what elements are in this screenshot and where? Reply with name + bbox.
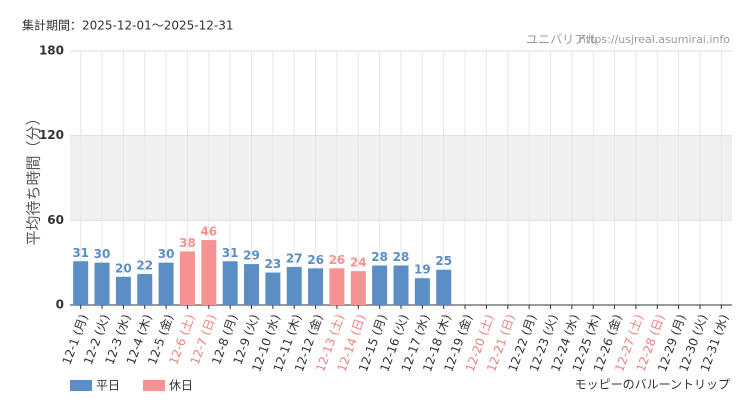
attraction: モッピーのバルーントリップ bbox=[575, 378, 730, 392]
bar bbox=[244, 264, 260, 305]
bar bbox=[393, 265, 409, 305]
url: https://usjreal.asumirai.info bbox=[579, 33, 730, 46]
bar bbox=[414, 278, 430, 305]
bar bbox=[222, 261, 238, 305]
bar bbox=[179, 251, 195, 305]
value-label: 26 bbox=[329, 253, 346, 267]
bar bbox=[329, 268, 345, 305]
value-label: 46 bbox=[200, 225, 217, 239]
value-label: 31 bbox=[72, 246, 89, 260]
y-tick-label: 180 bbox=[39, 44, 64, 58]
value-label: 28 bbox=[371, 250, 388, 264]
y-tick-label: 0 bbox=[56, 298, 64, 312]
y-axis-label: 平均待ち時間（分） bbox=[25, 110, 43, 245]
bar bbox=[73, 261, 89, 305]
site: ユニバリアル bbox=[526, 33, 598, 47]
bar bbox=[436, 269, 452, 305]
bar bbox=[158, 262, 174, 305]
y-tick-label: 60 bbox=[47, 213, 64, 227]
bar bbox=[372, 265, 388, 305]
bar bbox=[286, 266, 302, 305]
legend-label: 平日 bbox=[96, 379, 120, 393]
bar bbox=[265, 272, 281, 305]
bar bbox=[308, 268, 324, 305]
bar bbox=[350, 271, 366, 305]
value-label: 25 bbox=[435, 254, 452, 268]
legend-swatch bbox=[143, 380, 165, 391]
legend-swatch bbox=[70, 380, 92, 391]
value-label: 26 bbox=[307, 253, 324, 267]
value-label: 27 bbox=[286, 251, 303, 265]
value-label: 28 bbox=[393, 250, 410, 264]
value-label: 38 bbox=[179, 236, 196, 250]
legend-label: 休日 bbox=[169, 379, 193, 393]
value-label: 30 bbox=[158, 247, 175, 261]
value-label: 29 bbox=[243, 249, 260, 263]
value-label: 23 bbox=[265, 257, 282, 271]
y-tick-label: 120 bbox=[39, 128, 64, 142]
bar bbox=[94, 262, 110, 305]
bar bbox=[137, 273, 153, 305]
value-label: 19 bbox=[414, 263, 431, 277]
value-label: 30 bbox=[94, 247, 111, 261]
period: 集計期間：2025-12-01〜2025-12-31 bbox=[22, 18, 233, 33]
bar bbox=[115, 276, 131, 305]
value-label: 24 bbox=[350, 256, 367, 270]
value-label: 22 bbox=[136, 258, 153, 272]
value-label: 20 bbox=[115, 261, 132, 275]
bar bbox=[201, 240, 217, 305]
value-label: 31 bbox=[222, 246, 239, 260]
